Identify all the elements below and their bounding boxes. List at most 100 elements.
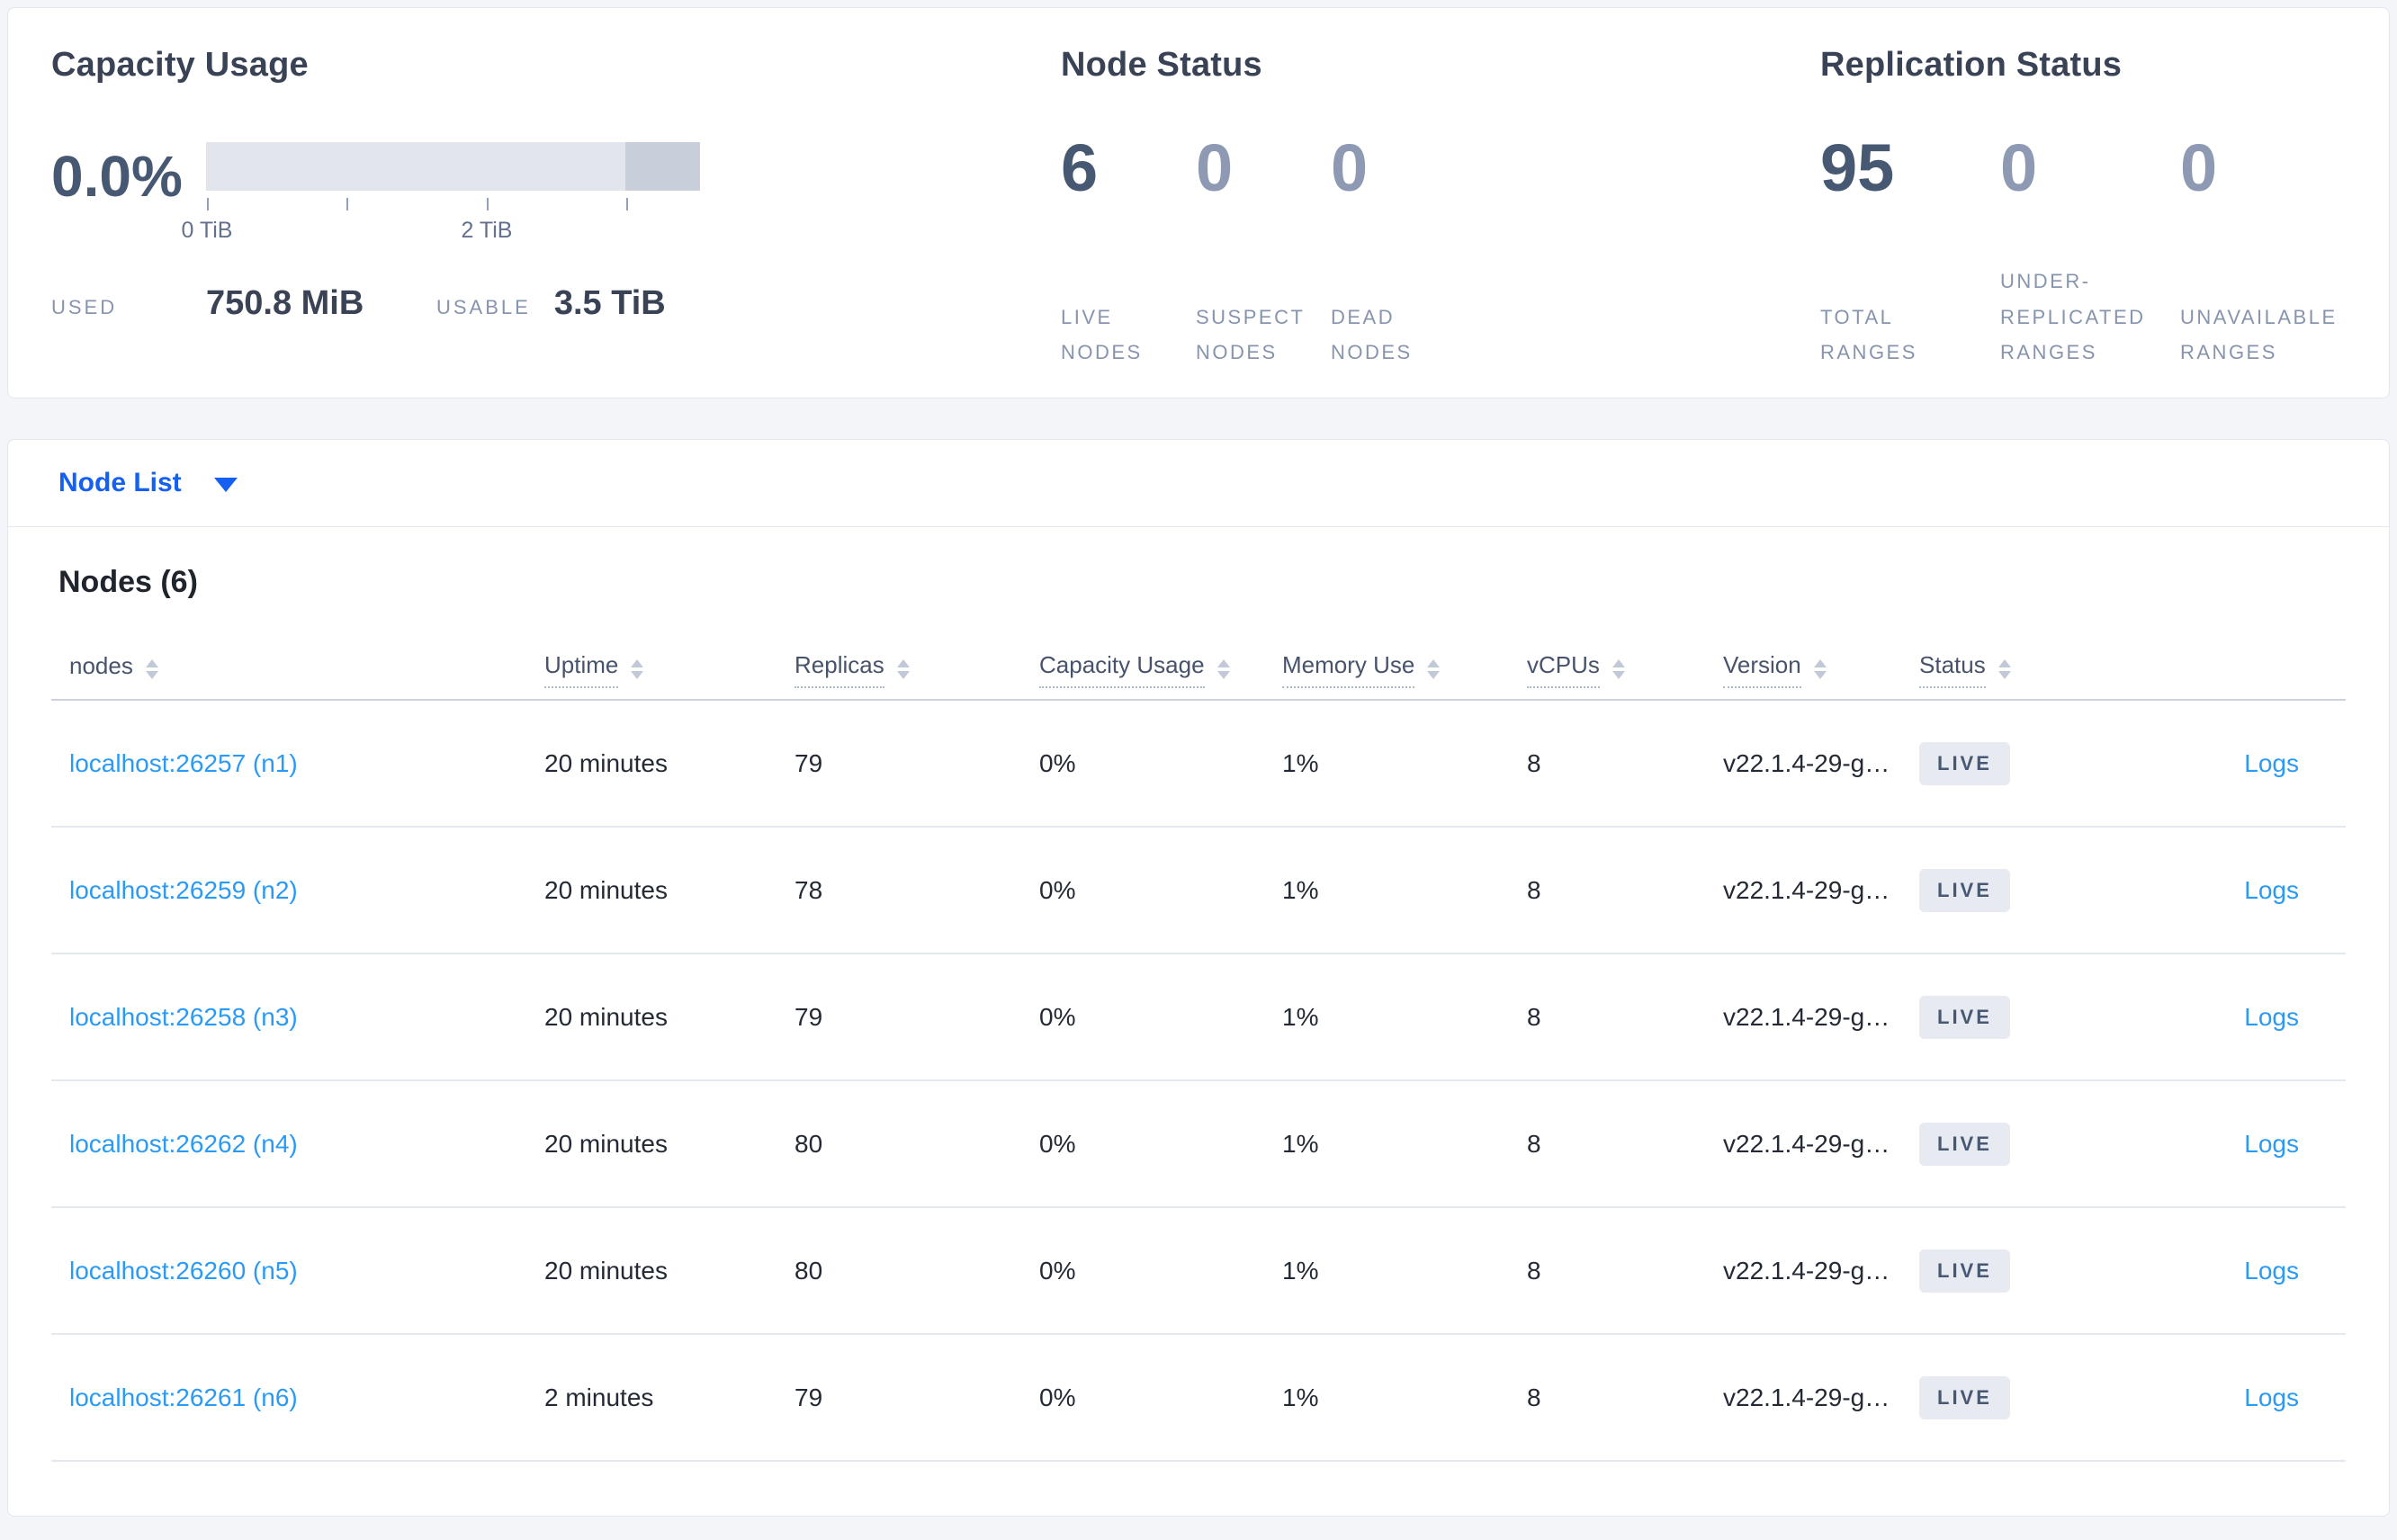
stat-value: 0 (2180, 130, 2218, 205)
version-cell: v22.1.4-29-g… (1723, 1129, 1890, 1158)
logs-link[interactable]: Logs (2244, 1383, 2299, 1411)
replicas-cell: 80 (795, 1129, 823, 1158)
nodes-card: Node List Nodes (6) nodes Uptime Replica… (7, 439, 2390, 1517)
capacity-usage-cell: 0% (1039, 875, 1076, 904)
used-value: 750.8 MiB (206, 284, 364, 322)
vcpus-cell: 8 (1527, 1383, 1541, 1411)
uptime-cell: 20 minutes (544, 1002, 668, 1031)
node-link[interactable]: localhost:26262 (n4) (69, 1129, 298, 1158)
sort-icon (145, 659, 158, 679)
vcpus-cell: 8 (1527, 1256, 1541, 1285)
node-link[interactable]: localhost:26261 (n6) (69, 1383, 298, 1411)
node-status-title: Node Status (1061, 46, 1262, 84)
table-row: localhost:26262 (n4) 20 minutes 80 0% 1%… (51, 1081, 2346, 1208)
column-header[interactable]: Status (1919, 651, 2110, 688)
sort-icon (1813, 659, 1827, 679)
nodes-section: Nodes (6) nodes Uptime Replicas Capacity… (8, 565, 2389, 1516)
logs-link[interactable]: Logs (2244, 875, 2299, 904)
stat-label: TOTAL RANGES (1820, 305, 1917, 364)
column-header-label: Status (1919, 651, 1986, 688)
capacity-usage-cell: 0% (1039, 748, 1076, 777)
memory-use-cell: 1% (1282, 1383, 1319, 1411)
logs-link[interactable]: Logs (2244, 1129, 2299, 1158)
capacity-percent: 0.0% (51, 144, 183, 209)
gauge-tick-label: 2 TiB (461, 218, 513, 243)
node-list-dropdown[interactable]: Node List (58, 468, 238, 498)
column-header-label: Capacity Usage (1039, 651, 1205, 688)
column-header-label: Memory Use (1282, 651, 1415, 688)
status-badge: LIVE (1919, 995, 2010, 1039)
replication-status-title: Replication Status (1820, 46, 2123, 84)
column-header-label: Uptime (544, 651, 619, 688)
gauge-tick (626, 198, 628, 210)
column-header[interactable]: Capacity Usage (1039, 651, 1282, 688)
logs-link[interactable]: Logs (2244, 1256, 2299, 1285)
table-row: localhost:26257 (n1) 20 minutes 79 0% 1%… (51, 701, 2346, 828)
vcpus-cell: 8 (1527, 1129, 1541, 1158)
stat-block: 0 UNDER-REPLICATED RANGES (2000, 135, 2180, 371)
vcpus-cell: 8 (1527, 875, 1541, 904)
capacity-usage-cell: 0% (1039, 1256, 1076, 1285)
column-header-label: nodes (69, 651, 133, 679)
node-link[interactable]: localhost:26258 (n3) (69, 1002, 298, 1031)
vcpus-cell: 8 (1527, 748, 1541, 777)
status-badge: LIVE (1919, 1122, 2010, 1166)
status-badge: LIVE (1919, 868, 2010, 912)
node-link[interactable]: localhost:26257 (n1) (69, 748, 298, 777)
column-header-label: Version (1723, 651, 1801, 688)
table-row: localhost:26260 (n5) 20 minutes 80 0% 1%… (51, 1208, 2346, 1335)
nodes-table: nodes Uptime Replicas Capacity Usage Mem… (51, 643, 2346, 1462)
table-row: localhost:26258 (n3) 20 minutes 79 0% 1%… (51, 954, 2346, 1081)
stat-block: 0 SUSPECT NODES (1196, 135, 1331, 371)
column-header[interactable]: Memory Use (1282, 651, 1527, 688)
replicas-cell: 79 (795, 1383, 823, 1411)
capacity-usage-cell: 0% (1039, 1129, 1076, 1158)
column-header-label: Replicas (795, 651, 884, 688)
stat-label: SUSPECT NODES (1196, 305, 1306, 364)
stat-label: LIVE NODES (1061, 305, 1143, 364)
column-header[interactable]: vCPUs (1527, 651, 1723, 688)
node-status-panel: Node Status 6 LIVE NODES 0 SUSPECT NODES… (1061, 46, 1820, 398)
node-link[interactable]: localhost:26259 (n2) (69, 875, 298, 904)
sort-icon (1998, 659, 2011, 679)
uptime-cell: 20 minutes (544, 1129, 668, 1158)
column-header-label: vCPUs (1527, 651, 1600, 688)
capacity-gauge-reserved-segment (625, 142, 700, 191)
capacity-gauge: 0 TiB 2 TiB (182, 142, 700, 243)
stat-value: 95 (1820, 130, 1895, 205)
capacity-usage-cell: 0% (1039, 1002, 1076, 1031)
column-header[interactable]: nodes (51, 652, 544, 687)
stat-label: UNDER-REPLICATED RANGES (2000, 270, 2146, 364)
gauge-tick (346, 198, 348, 210)
memory-use-cell: 1% (1282, 748, 1319, 777)
replicas-cell: 79 (795, 1002, 823, 1031)
usable-value: 3.5 TiB (553, 284, 666, 322)
stat-block: 6 LIVE NODES (1061, 135, 1196, 371)
version-cell: v22.1.4-29-g… (1723, 875, 1890, 904)
summary-card: Capacity Usage 0.0% 0 TiB 2 TiB USED 750.… (7, 7, 2390, 398)
node-link[interactable]: localhost:26260 (n5) (69, 1256, 298, 1285)
column-header[interactable]: Uptime (544, 651, 795, 688)
stat-label: DEAD NODES (1331, 305, 1413, 364)
vcpus-cell: 8 (1527, 1002, 1541, 1031)
nodes-section-title: Nodes (6) (58, 565, 198, 599)
sort-icon (631, 659, 644, 679)
stat-value: 0 (1196, 130, 1234, 205)
version-cell: v22.1.4-29-g… (1723, 1256, 1890, 1285)
logs-link[interactable]: Logs (2244, 748, 2299, 777)
uptime-cell: 2 minutes (544, 1383, 654, 1411)
stat-value: 0 (1331, 130, 1369, 205)
status-badge: LIVE (1919, 1375, 2010, 1419)
sort-icon (1427, 659, 1441, 679)
nodes-table-header: nodes Uptime Replicas Capacity Usage Mem… (51, 643, 2346, 701)
replicas-cell: 79 (795, 748, 823, 777)
table-row: localhost:26261 (n6) 2 minutes 79 0% 1% … (51, 1335, 2346, 1462)
status-badge: LIVE (1919, 741, 2010, 785)
column-header[interactable]: Replicas (795, 651, 1039, 688)
column-header[interactable]: Version (1723, 651, 1919, 688)
gauge-tick (207, 198, 209, 210)
logs-link[interactable]: Logs (2244, 1002, 2299, 1031)
sort-icon (1611, 659, 1625, 679)
chevron-down-icon (213, 478, 238, 492)
stat-label: UNAVAILABLE RANGES (2180, 305, 2338, 364)
